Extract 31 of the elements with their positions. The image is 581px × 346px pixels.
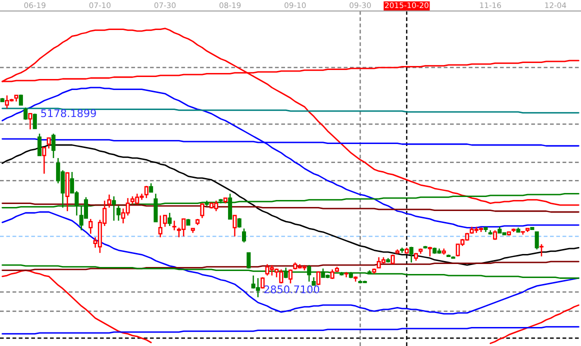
- candlestick: [46, 137, 51, 150]
- candlestick: [200, 202, 204, 219]
- candlestick: [288, 268, 293, 284]
- candlestick: [112, 196, 116, 222]
- annotation: 5178.1899: [41, 109, 96, 118]
- candlestick: [256, 278, 260, 298]
- candlestick: [492, 230, 498, 240]
- candlestick: [242, 228, 246, 244]
- candlestick: [172, 220, 176, 231]
- candlestick: [51, 133, 56, 159]
- candlestick: [232, 214, 237, 237]
- candlestick: [88, 218, 93, 234]
- candlestick: [24, 106, 28, 120]
- candlestick: [37, 133, 42, 156]
- candlestick: [42, 146, 46, 174]
- candlestick: [158, 214, 162, 238]
- candlestick: [168, 212, 172, 227]
- candlestick: [409, 246, 414, 264]
- candlestick: [316, 271, 320, 286]
- candlestick: [144, 185, 148, 199]
- candlestick: [107, 194, 112, 208]
- annotation: 2850.7100: [264, 285, 320, 294]
- candlestick: [539, 244, 544, 257]
- candlestick: [32, 113, 37, 130]
- candlestick: [65, 172, 70, 212]
- candlestick: [534, 231, 539, 250]
- candlestick: [116, 205, 121, 222]
- candlestick: [18, 94, 23, 106]
- candlestick: [28, 113, 32, 130]
- candlestick: [162, 214, 168, 228]
- candlestick: [344, 271, 348, 278]
